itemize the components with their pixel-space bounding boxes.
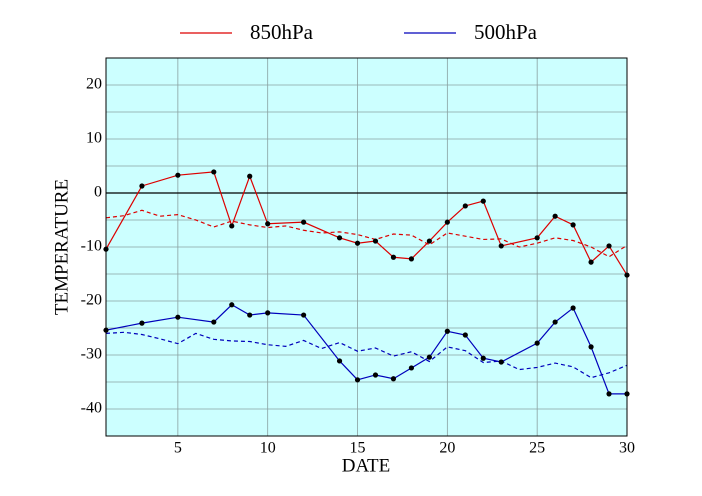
legend-label: 850hPa [250, 20, 314, 44]
y-tick-label: -40 [81, 400, 102, 417]
data-point [139, 183, 145, 189]
data-point [336, 235, 343, 241]
y-axis-label: TEMPERATURE [51, 179, 72, 315]
x-tick-label: 5 [174, 440, 182, 457]
data-point [247, 312, 253, 318]
data-point [588, 344, 594, 350]
data-point [247, 173, 253, 179]
data-point [390, 376, 397, 382]
series-line [105, 171, 628, 276]
data-point [229, 302, 235, 308]
data-point [265, 310, 271, 316]
data-point [354, 377, 361, 383]
data-point [498, 359, 504, 365]
data-point [408, 256, 415, 262]
data-point [408, 365, 415, 371]
data-point [480, 355, 486, 361]
y-tick-label: -10 [81, 238, 102, 255]
y-tick-label: 0 [94, 184, 102, 201]
data-point [211, 319, 217, 325]
x-tick-label: 15 [350, 440, 366, 457]
data-point [606, 243, 612, 249]
data-point [444, 328, 450, 334]
data-point [534, 235, 540, 241]
data-point [552, 319, 558, 325]
x-tick-label: 10 [260, 440, 276, 457]
data-point [480, 198, 486, 204]
data-point [175, 172, 181, 178]
data-point [570, 222, 576, 228]
data-point [139, 320, 145, 326]
data-point [390, 254, 397, 260]
x-tick-label: 30 [619, 440, 635, 457]
data-point [175, 314, 181, 320]
data-point [372, 238, 379, 244]
y-tick-label: -20 [81, 292, 102, 309]
reference-line [105, 209, 628, 258]
y-tick-label: 10 [86, 130, 102, 147]
data-point [372, 372, 379, 378]
data-point [301, 219, 307, 225]
x-tick-label: 20 [439, 440, 455, 457]
x-tick-label: 25 [529, 440, 545, 457]
data-point [426, 238, 432, 244]
plot-frame [105, 57, 628, 437]
legend-label: 500hPa [474, 20, 538, 44]
series-line [105, 304, 627, 395]
data-point [354, 240, 361, 246]
data-point [606, 391, 612, 397]
data-point [462, 332, 468, 338]
data-point [570, 305, 576, 311]
data-point [211, 169, 217, 175]
data-point [426, 354, 432, 360]
data-point [534, 340, 540, 346]
x-axis-label: DATE [342, 455, 391, 476]
data-point [462, 203, 468, 209]
y-tick-label: 20 [86, 76, 102, 93]
y-tick-label: -30 [81, 346, 102, 363]
data-point [588, 259, 594, 265]
data-point [336, 358, 343, 364]
data-point [498, 243, 504, 249]
data-point [229, 223, 235, 229]
data-point [301, 312, 307, 318]
data-point [552, 213, 558, 219]
data-point [444, 219, 450, 225]
data-point [265, 221, 271, 227]
